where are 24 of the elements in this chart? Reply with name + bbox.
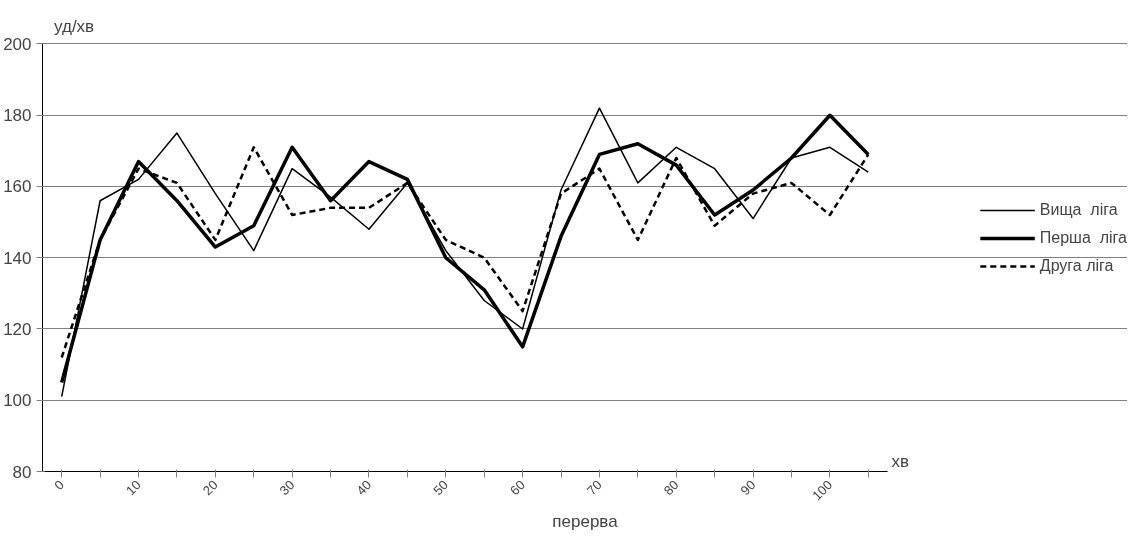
x-tick-label: 30 (276, 477, 298, 499)
y-tick-label: 120 (3, 319, 32, 339)
x-tick-label: 90 (737, 477, 759, 499)
x-tick-label: 100 (809, 477, 836, 504)
legend-label: Друга ліга (1039, 257, 1114, 275)
x-tick-label: 0 (51, 477, 68, 493)
legend-label: Вища ліга (1039, 201, 1118, 219)
x-tick-label: 70 (583, 477, 605, 499)
x-axis-title: хв (891, 451, 910, 471)
legend-label: Перша ліга (1039, 229, 1127, 247)
y-tick-label: 80 (12, 462, 32, 482)
y-tick-label: 200 (3, 34, 32, 54)
y-tick-label: 140 (3, 248, 32, 268)
y-axis-title: уд/хв (54, 16, 95, 36)
x-tick-label: 10 (122, 477, 144, 499)
y-tick-label: 160 (3, 177, 32, 197)
text: перерва (552, 512, 619, 532)
x-tick-label: 50 (430, 477, 452, 499)
y-tick-label: 180 (3, 106, 32, 126)
x-tick-label: 60 (507, 477, 528, 499)
y-tick-label: 100 (3, 391, 32, 411)
x-tick-label: 80 (660, 477, 682, 499)
x-tick-label: 40 (353, 477, 375, 499)
x-tick-label: 20 (199, 477, 221, 499)
